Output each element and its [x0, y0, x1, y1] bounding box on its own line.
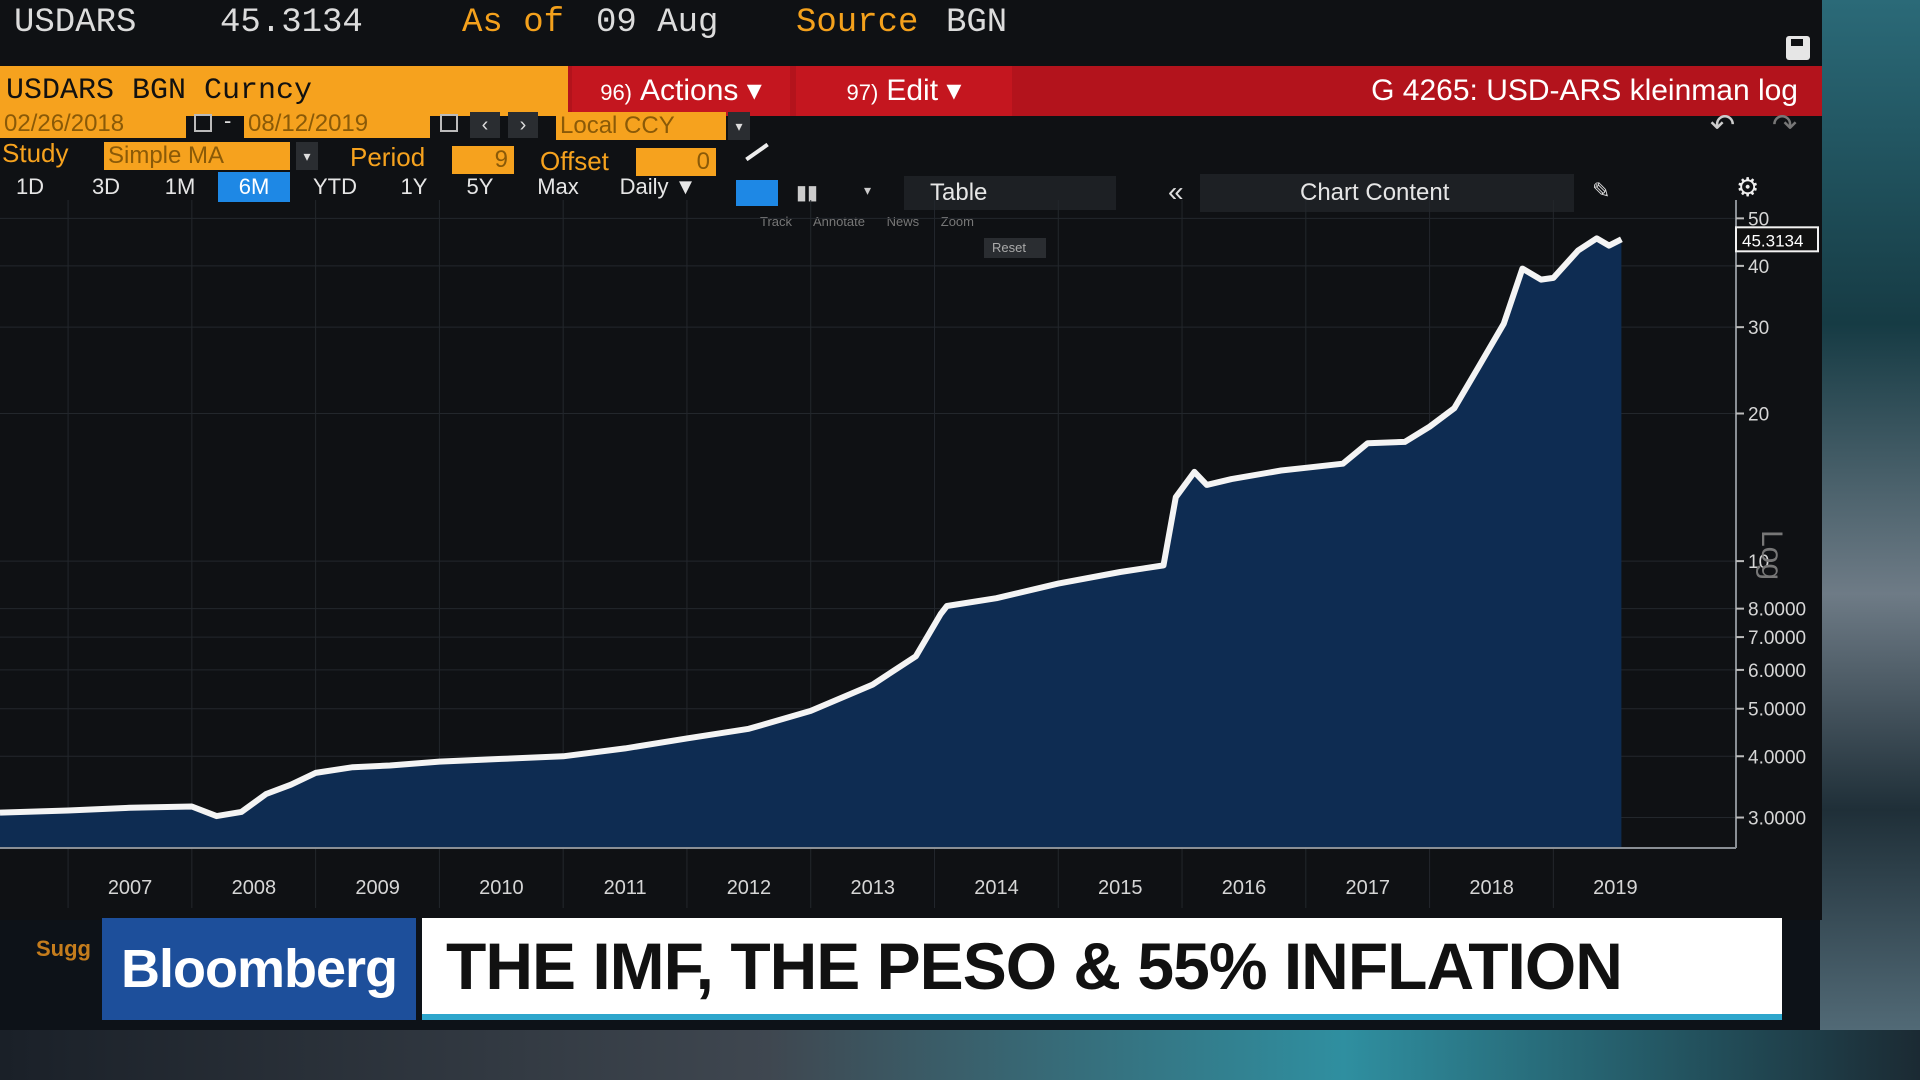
last-price-value: 45.3134: [1742, 231, 1803, 250]
price-chart[interactable]: 3.0000 4.0000 5.0000 6.0000 7.0000 8.0000 10 20…: [0, 200, 1822, 920]
currency-select[interactable]: Local CCY: [556, 112, 726, 140]
quote-line: USDARS 45.3134 As of 09 Aug Source BGN: [0, 0, 1822, 54]
headline-text: THE IMF, THE PESO & 55% INFLATION: [446, 929, 1623, 1003]
range-5y-button[interactable]: 5Y: [466, 174, 494, 199]
y-tick-label: 20: [1748, 404, 1769, 425]
chevron-down-icon[interactable]: ▾: [728, 112, 750, 140]
y-axis: 3.0000 4.0000 5.0000 6.0000 7.0000 8.0000 10 20…: [1736, 209, 1806, 830]
next-period-button[interactable]: ›: [508, 112, 538, 138]
reset-button[interactable]: Reset: [984, 238, 1046, 258]
redo-icon[interactable]: ↷: [1772, 109, 1798, 142]
price-line: [0, 235, 1623, 820]
study-label: Study: [2, 138, 69, 168]
table-button[interactable]: Table: [904, 176, 1116, 210]
x-axis: 2007 2008 2009 2010 2011 2012 2013 2014 2015 2016…: [108, 877, 1638, 899]
pencil-icon[interactable]: [745, 142, 769, 162]
terminal-screen: USDARS 45.3134 As of 09 Aug Source BGN U…: [0, 0, 1822, 920]
bar-chart-icon[interactable]: ▮▮: [796, 182, 819, 204]
last-price-tag: 45.3134: [1735, 226, 1819, 253]
range-3d-button[interactable]: 3D: [91, 174, 121, 199]
headline-banner: THE IMF, THE PESO & 55% INFLATION: [422, 918, 1782, 1020]
chevron-down-icon[interactable]: ▾: [296, 142, 318, 170]
x-tick-label: 2011: [604, 877, 647, 899]
period-label: Period: [350, 142, 426, 172]
zoom-tool[interactable]: Zoom: [940, 214, 974, 229]
undo-icon[interactable]: ↶: [1710, 109, 1736, 142]
quote-asof-label: As of: [462, 4, 565, 42]
gear-icon[interactable]: ⚙: [1736, 172, 1760, 202]
actions-label: Actions ▾: [640, 74, 762, 107]
range-1m-button[interactable]: 1M: [164, 174, 196, 199]
line-chart-icon[interactable]: [736, 180, 778, 206]
offset-label: Offset: [540, 146, 609, 176]
y-tick-label: 8.0000: [1748, 600, 1806, 621]
chart-content-button[interactable]: Chart Content: [1200, 174, 1574, 212]
x-tick-label: 2007: [108, 877, 153, 899]
edit-chart-icon[interactable]: ✎: [1592, 178, 1611, 203]
studio-backdrop-right: [1820, 0, 1920, 1080]
y-tick-label: 5.0000: [1748, 700, 1806, 721]
save-icon[interactable]: [1786, 36, 1810, 60]
x-tick-label: 2013: [850, 877, 895, 899]
collapse-icon[interactable]: «: [1168, 176, 1184, 207]
range-max-button[interactable]: Max: [537, 174, 579, 199]
x-tick-label: 2014: [974, 877, 1019, 899]
y-tick-label: 6.0000: [1748, 661, 1806, 682]
quote-source-value: BGN: [946, 4, 1008, 42]
y-tick-label: 7.0000: [1748, 628, 1806, 649]
annotate-tool[interactable]: Annotate: [812, 214, 865, 229]
graph-title: G 4265: USD-ARS kleinman log: [1371, 74, 1798, 107]
end-date-input[interactable]: 08/12/2019: [244, 110, 430, 138]
x-tick-label: 2010: [479, 877, 524, 899]
quote-ticker: USDARS: [14, 4, 137, 42]
x-tick-label: 2015: [1098, 877, 1143, 899]
prev-period-button[interactable]: ‹: [470, 112, 500, 138]
y-tick-label: 40: [1748, 257, 1769, 278]
news-tool[interactable]: News: [886, 214, 920, 229]
x-tick-label: 2019: [1593, 877, 1638, 899]
bloomberg-logo: Bloomberg: [102, 918, 416, 1020]
study-select[interactable]: Simple MA: [104, 142, 290, 170]
x-tick-label: 2009: [355, 877, 400, 899]
range-6m-button[interactable]: 6M: [218, 172, 290, 202]
y-tick-label: 3.0000: [1748, 809, 1806, 830]
last-price-tag-bg: [1735, 226, 1819, 253]
x-tick-label: 2016: [1222, 877, 1267, 899]
y-tick-label: 4.0000: [1748, 747, 1806, 768]
edit-label: Edit ▾: [886, 74, 962, 107]
security-field[interactable]: USDARS BGN Curncy: [0, 66, 568, 116]
y-tick-label: 50: [1748, 209, 1769, 230]
range-1y-button[interactable]: 1Y: [400, 174, 428, 199]
chart-toolbar: Track Annotate News Zoom: [760, 214, 992, 229]
start-date-input[interactable]: 02/26/2018: [0, 110, 186, 138]
calendar-icon[interactable]: [440, 114, 458, 132]
edit-button[interactable]: 97) Edit ▾: [796, 66, 1012, 116]
studio-backdrop-bottom: [0, 1030, 1920, 1080]
date-separator: -: [224, 108, 232, 133]
range-1d-button[interactable]: 1D: [15, 174, 45, 199]
x-tick-label: 2018: [1469, 877, 1514, 899]
period-input[interactable]: 9: [452, 146, 514, 174]
offset-input[interactable]: 0: [636, 148, 716, 176]
quote-last-price: 45.3134: [220, 4, 363, 42]
quote-source-label: Source: [796, 4, 919, 42]
frequency-select[interactable]: Daily ▼: [619, 174, 697, 199]
chevron-down-icon[interactable]: ▾: [864, 182, 872, 198]
y-scale-label: Log: [1755, 530, 1788, 580]
x-tick-label: 2017: [1346, 877, 1391, 899]
calendar-icon[interactable]: [194, 114, 212, 132]
y-tick-label: 30: [1748, 318, 1769, 339]
range-ytd-button[interactable]: YTD: [313, 174, 357, 199]
x-tick-label: 2012: [727, 877, 772, 899]
x-tick-label: 2008: [232, 877, 277, 899]
actions-number: 96): [600, 80, 632, 105]
price-area: [0, 238, 1622, 848]
suggest-label: Sugg: [36, 936, 91, 961]
edit-number: 97): [846, 80, 879, 105]
track-tool[interactable]: Track: [760, 214, 793, 229]
actions-button[interactable]: 96) Actions ▾: [572, 66, 790, 116]
quote-asof-date: 09 Aug: [596, 4, 719, 42]
y-tick-label: 10: [1748, 552, 1769, 573]
